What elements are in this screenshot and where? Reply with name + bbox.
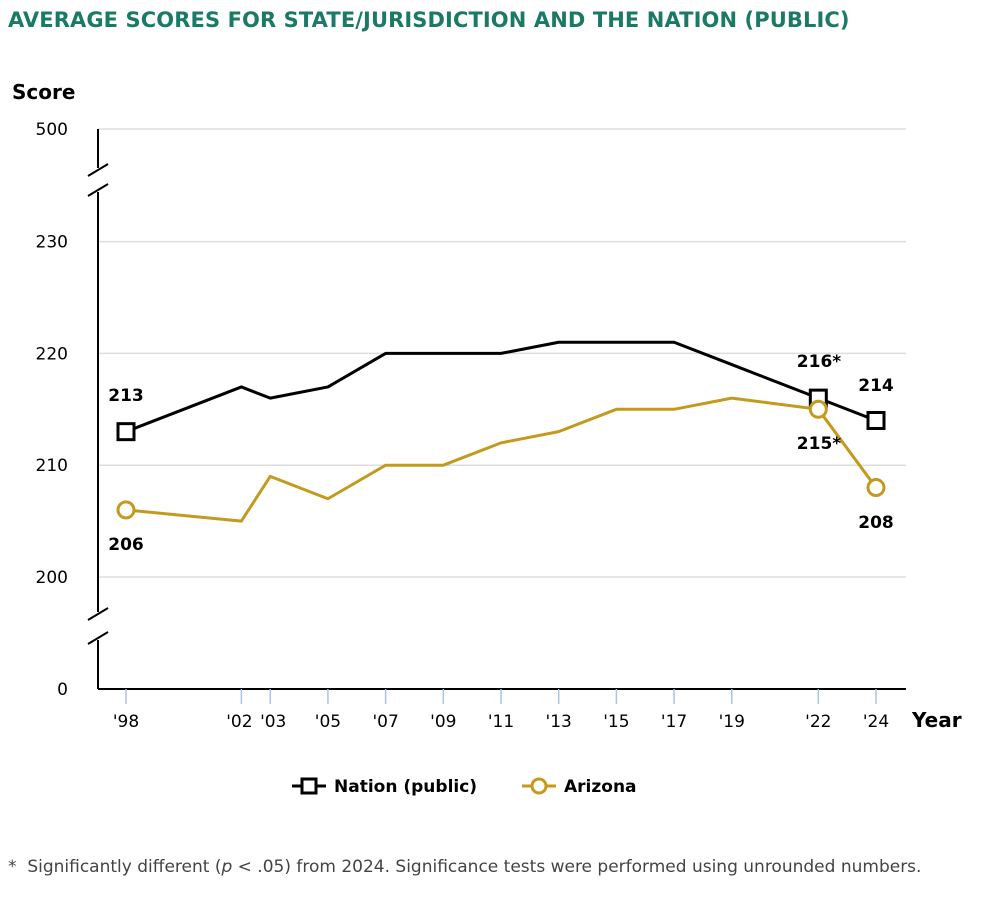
x-tick-label: '22 — [805, 712, 831, 732]
x-tick-label: '05 — [315, 712, 341, 732]
x-tick-label: '24 — [863, 712, 889, 732]
series-line-arizona — [125, 396, 878, 523]
data-label: 214 — [858, 376, 894, 396]
x-axis-title: Year — [911, 708, 962, 732]
chart-title: AVERAGE SCORES FOR STATE/JURISDICTION AN… — [8, 8, 850, 32]
x-tick-label: '02 — [226, 712, 252, 732]
y-tick-label: 220 — [36, 344, 68, 364]
x-tick-label: '09 — [430, 712, 456, 732]
x-tick-label: '19 — [719, 712, 745, 732]
data-label: 215* — [797, 434, 841, 454]
y-tick-label: 500 — [36, 120, 68, 140]
footnote-text-before: Significantly different ( — [27, 857, 222, 877]
y-tick-label: 230 — [36, 233, 68, 253]
axis-break-mark — [87, 183, 109, 197]
x-tick-label: '11 — [488, 712, 514, 732]
axis-break-mark — [87, 163, 109, 177]
legend-square-icon — [300, 777, 318, 795]
nation-marker — [116, 422, 136, 442]
x-tick-label: '07 — [372, 712, 398, 732]
nation-marker — [866, 410, 886, 430]
y-tick-label: 200 — [36, 568, 68, 588]
y-tick-label: 0 — [57, 680, 68, 700]
footnote-star: * — [8, 857, 17, 877]
x-tick-label: '98 — [113, 712, 139, 732]
footnote: * Significantly different (p < .05) from… — [8, 856, 968, 878]
y-tick-label: 210 — [36, 456, 68, 476]
arizona-marker — [866, 478, 886, 498]
line-chart: 0 200 210 220 230 500 '98 '02 '03 '05 '07 '09 '11 '13… — [12, 80, 962, 797]
data-label: 216* — [797, 352, 841, 372]
footnote-p: p — [221, 857, 233, 877]
data-label: 206 — [108, 535, 144, 555]
y-axis-title: Score — [12, 80, 75, 104]
x-tick-label: '15 — [603, 712, 629, 732]
data-label: 213 — [108, 386, 144, 406]
x-tick-label: '17 — [661, 712, 687, 732]
x-tick-label: '13 — [546, 712, 572, 732]
series-line-nation — [125, 340, 877, 434]
legend-circle-icon — [530, 777, 548, 795]
axis-break-mark — [87, 631, 109, 645]
data-label: 208 — [858, 513, 894, 533]
x-tick-label: '03 — [260, 712, 286, 732]
legend-label: Arizona — [564, 777, 637, 797]
footnote-text-after: < .05) from 2024. Significance tests wer… — [232, 857, 922, 877]
legend-label: Nation (public) — [334, 777, 477, 797]
arizona-marker — [116, 500, 136, 520]
arizona-marker — [808, 399, 828, 419]
axis-break-mark — [87, 607, 109, 621]
